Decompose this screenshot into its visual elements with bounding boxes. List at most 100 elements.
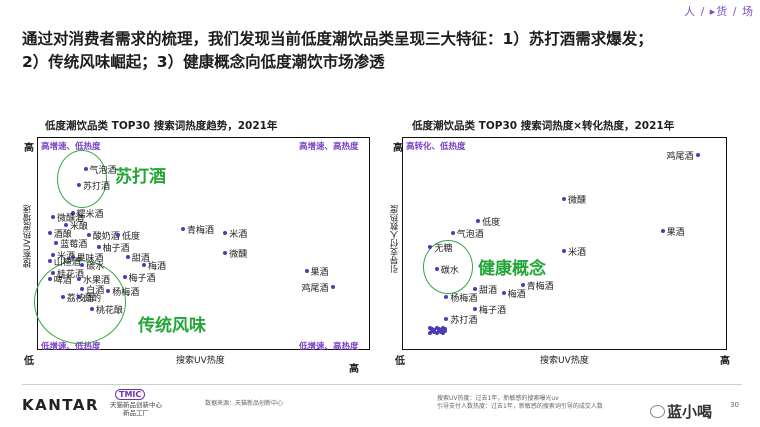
data-point bbox=[304, 269, 309, 273]
right-y-high: 高 bbox=[393, 143, 403, 154]
right-x-high: 高 bbox=[720, 356, 730, 367]
data-point-label: 桃花酿 bbox=[96, 306, 124, 316]
footer-divider bbox=[22, 384, 742, 385]
data-point bbox=[80, 287, 85, 291]
callout-health-concept: 健康概念 bbox=[478, 259, 546, 279]
page-title: 通过对消费者需求的梳理，我们发现当前低度潮饮品类呈现三大特征：1）苏打酒需求爆发… bbox=[22, 28, 742, 74]
data-point bbox=[472, 287, 477, 291]
cluster-dot bbox=[434, 326, 439, 330]
data-point bbox=[520, 283, 525, 287]
data-point-label: 甜酒 bbox=[131, 254, 150, 264]
tmic-line-1: 天猫新品创新中心 bbox=[110, 401, 162, 409]
data-point-label: 微醺 bbox=[568, 196, 587, 206]
cluster-dot bbox=[428, 326, 432, 330]
data-point bbox=[96, 245, 101, 249]
data-point-label: 杨梅酒 bbox=[450, 294, 478, 304]
data-point-label: 低度 bbox=[122, 232, 141, 242]
data-point bbox=[116, 233, 120, 237]
data-point-label: 水果酒 bbox=[83, 276, 111, 286]
data-point bbox=[77, 277, 81, 281]
left-chart-title: 低度潮饮品类 TOP30 搜索词热度趋势，2021年 bbox=[45, 120, 278, 132]
left-y-high: 高 bbox=[24, 143, 34, 154]
data-point-label: 米酒 bbox=[568, 248, 587, 258]
data-point-label: 鸡尾酒 bbox=[301, 284, 329, 294]
cluster-dot bbox=[439, 330, 443, 334]
data-point bbox=[64, 223, 68, 227]
right-quadrant-top-left: 高转化、低热度 bbox=[406, 142, 466, 152]
left-quadrant-bottom-right: 低增速、高热度 bbox=[299, 342, 359, 352]
left-quadrant-top-left: 高增速、低热度 bbox=[41, 142, 101, 152]
data-point bbox=[51, 253, 55, 257]
wechat-name: 蓝小喝 bbox=[667, 403, 713, 421]
data-point bbox=[660, 229, 665, 233]
data-point-label: 梅子酒 bbox=[128, 274, 156, 284]
right-chart-frame bbox=[402, 137, 727, 350]
data-point-label: 微醺 bbox=[229, 250, 248, 260]
data-point bbox=[77, 295, 81, 299]
data-point bbox=[83, 167, 88, 171]
data-point-label: 米酒 bbox=[229, 230, 248, 240]
data-point-label: 微醺酒 bbox=[57, 214, 85, 224]
data-point bbox=[501, 291, 506, 295]
data-point-label: 白酌 bbox=[83, 294, 102, 304]
tmic-badge: TMIC bbox=[115, 389, 146, 400]
wechat-watermark: 蓝小喝 bbox=[650, 401, 712, 422]
data-point-label: 果味酒 bbox=[76, 254, 104, 264]
data-point bbox=[476, 219, 481, 223]
data-point-label: 山楂酒 bbox=[53, 258, 81, 268]
data-point-label: 酒酿 bbox=[53, 230, 72, 240]
data-point-label: 青梅酒 bbox=[187, 226, 215, 236]
left-x-high: 高 bbox=[349, 364, 359, 375]
data-point-label: 鸡尾酒 bbox=[666, 152, 694, 162]
traditional-flavor-circle bbox=[34, 260, 126, 344]
data-point bbox=[181, 227, 185, 231]
tmic-logo: TMIC 天猫新品创新中心 新品工厂 bbox=[97, 387, 175, 423]
tmic-line-2: 新品工厂 bbox=[123, 409, 149, 417]
metric-notes: 搜索UV热度：过去1年，新敏感的搜索曝光uv 引导支付人数热度：过去1年，新敏感… bbox=[437, 395, 603, 411]
data-point-label: 蓝莓酒 bbox=[60, 240, 88, 250]
left-quadrant-top-right: 高增速、高热度 bbox=[299, 142, 359, 152]
top-nav[interactable]: 人 / ▸货 / 场 bbox=[684, 5, 754, 18]
data-point bbox=[223, 251, 228, 255]
data-point bbox=[60, 295, 65, 299]
data-point bbox=[223, 231, 228, 235]
right-x-low: 低 bbox=[395, 356, 405, 367]
data-point bbox=[77, 183, 81, 187]
page-number: 30 bbox=[730, 401, 739, 409]
cluster-dot bbox=[441, 331, 446, 335]
right-x-label: 搜索UV热度 bbox=[540, 356, 589, 366]
data-point bbox=[428, 245, 433, 249]
data-point-label: 气泡酒 bbox=[89, 166, 117, 176]
data-point bbox=[562, 249, 566, 253]
data-point bbox=[125, 255, 130, 259]
data-point bbox=[434, 267, 439, 271]
data-point bbox=[444, 317, 449, 321]
data-point bbox=[47, 231, 52, 235]
kantar-logo: KANTAR bbox=[22, 396, 100, 414]
data-point-label: 桂花酒 bbox=[57, 270, 85, 280]
data-point bbox=[70, 211, 75, 215]
data-point-label: 啤酒 bbox=[53, 276, 72, 286]
data-point bbox=[86, 233, 91, 237]
data-point-label: 碳水 bbox=[440, 266, 459, 276]
data-point bbox=[106, 289, 111, 293]
left-x-low: 低 bbox=[24, 356, 34, 367]
cluster-dot bbox=[428, 331, 432, 335]
data-point-label: 梅酒 bbox=[148, 262, 167, 272]
callout-soda-wine: 苏打酒 bbox=[115, 167, 166, 187]
cluster-dot bbox=[432, 330, 437, 334]
data-point bbox=[472, 307, 477, 311]
right-y-label: 引导支付人数热度 bbox=[390, 205, 400, 273]
cluster-dot bbox=[434, 331, 439, 335]
data-point bbox=[70, 255, 75, 259]
data-point-label: 梅子酒 bbox=[478, 306, 506, 316]
soda-wine-circle bbox=[57, 150, 107, 208]
data-point bbox=[90, 307, 94, 311]
data-point-label: 碳水 bbox=[86, 262, 105, 272]
data-point bbox=[54, 241, 59, 245]
left-x-label: 搜索UV热度 bbox=[176, 356, 225, 366]
data-point-label: 白酒 bbox=[86, 286, 105, 296]
data-point-label: 米酿 bbox=[70, 222, 89, 232]
data-point-label: 糯米酒 bbox=[76, 210, 104, 220]
data-point bbox=[444, 295, 449, 299]
